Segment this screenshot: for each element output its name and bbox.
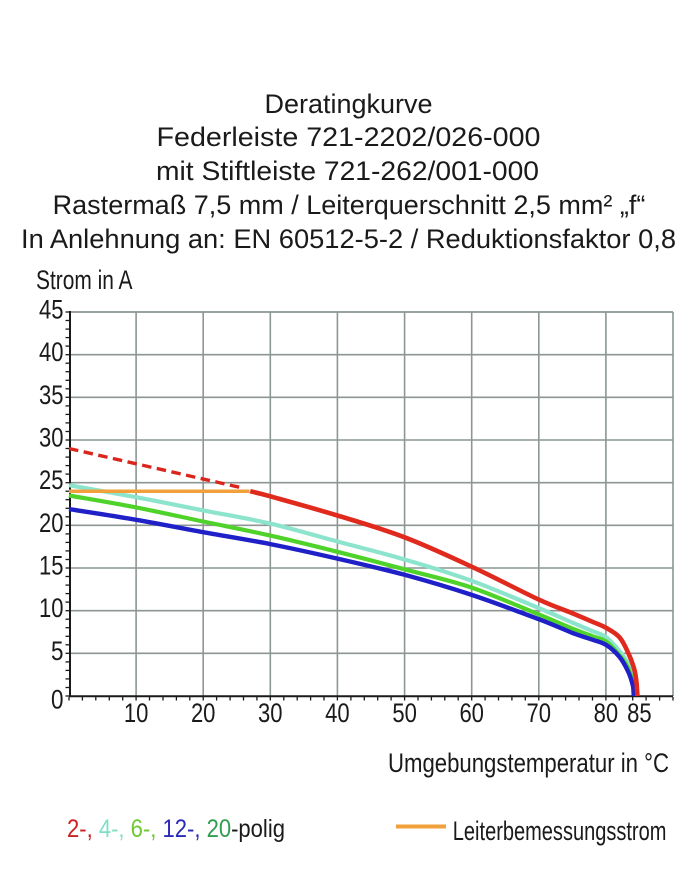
svg-text:In Anlehnung an: EN 60512-5-2: In Anlehnung an: EN 60512-5-2 / Reduktio… — [21, 224, 676, 254]
svg-text:Deratingkurve: Deratingkurve — [264, 89, 432, 119]
svg-text:10: 10 — [39, 593, 64, 623]
svg-text:40: 40 — [325, 698, 350, 728]
svg-text:Federleiste 721-2202/026-000: Federleiste 721-2202/026-000 — [157, 122, 541, 152]
svg-text:15: 15 — [39, 551, 64, 581]
svg-text:Strom in A: Strom in A — [36, 265, 133, 295]
svg-text:20: 20 — [39, 508, 64, 538]
svg-text:25: 25 — [39, 465, 64, 495]
svg-text:30: 30 — [39, 423, 64, 453]
svg-text:Leiterbemessungsstrom: Leiterbemessungsstrom — [453, 816, 667, 846]
svg-text:80: 80 — [594, 698, 619, 728]
svg-text:10: 10 — [124, 698, 149, 728]
svg-text:30: 30 — [258, 698, 283, 728]
svg-text:Umgebungstemperatur in °C: Umgebungstemperatur in °C — [388, 748, 669, 778]
svg-text:50: 50 — [392, 698, 417, 728]
svg-text:20: 20 — [191, 698, 216, 728]
svg-text:40: 40 — [39, 337, 64, 367]
svg-text:35: 35 — [39, 380, 64, 410]
svg-text:45: 45 — [39, 295, 64, 325]
svg-text:85: 85 — [627, 698, 652, 728]
svg-text:70: 70 — [527, 698, 552, 728]
svg-text:mit Stiftleiste 721-262/001-00: mit Stiftleiste 721-262/001-000 — [156, 156, 539, 186]
svg-text:Rastermaß 7,5 mm / Leiterquers: Rastermaß 7,5 mm / Leiterquerschnitt 2,5… — [53, 190, 646, 220]
svg-text:2-, 4-, 6-, 12-, 20-polig: 2-, 4-, 6-, 12-, 20-polig — [67, 815, 285, 843]
svg-text:60: 60 — [459, 698, 484, 728]
svg-text:5: 5 — [51, 636, 64, 666]
svg-text:0: 0 — [51, 685, 64, 715]
